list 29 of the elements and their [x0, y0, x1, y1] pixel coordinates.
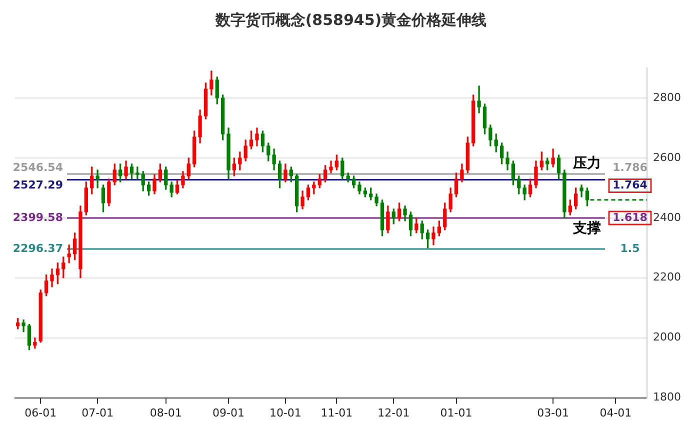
x-tick-label: 04-01 [600, 406, 632, 420]
candlestick [96, 170, 100, 188]
y-tick-label: 2400 [653, 210, 682, 224]
x-tick-label: 11-01 [320, 406, 353, 420]
annotation: 1.786 [612, 160, 648, 174]
chart-title: 数字货币概念(858945)黄金价格延伸线 [214, 10, 487, 29]
annotation: 压力 [572, 156, 602, 172]
ref-line-label: 2546.54 [12, 160, 64, 174]
ref-line-label: 2527.29 [12, 178, 63, 192]
x-tick-label: 06-01 [24, 406, 57, 420]
y-tick-label: 2800 [653, 90, 682, 104]
annotation: 1.618 [612, 210, 648, 224]
ref-line-label: 2296.37 [12, 242, 63, 255]
x-tick-label: 03-01 [537, 406, 570, 420]
x-tick-label: 12-01 [378, 406, 410, 420]
x-tick-label: 10-01 [269, 406, 302, 420]
annotation: 1.5 [620, 242, 640, 255]
x-tick-label: 07-01 [82, 406, 114, 420]
x-tick-label: 08-01 [150, 406, 182, 420]
y-tick-label: 2000 [653, 330, 682, 344]
candlestick [477, 86, 481, 114]
y-tick-label: 1800 [653, 390, 682, 404]
x-tick-label: 09-01 [212, 406, 244, 420]
x-tick-label: 01-01 [440, 406, 472, 420]
annotation: 支撑 [572, 220, 602, 237]
y-tick-label: 2200 [653, 270, 682, 284]
ref-line-label: 2399.58 [12, 210, 63, 224]
y-tick-label: 2600 [653, 150, 682, 164]
annotation: 1.764 [612, 178, 648, 192]
